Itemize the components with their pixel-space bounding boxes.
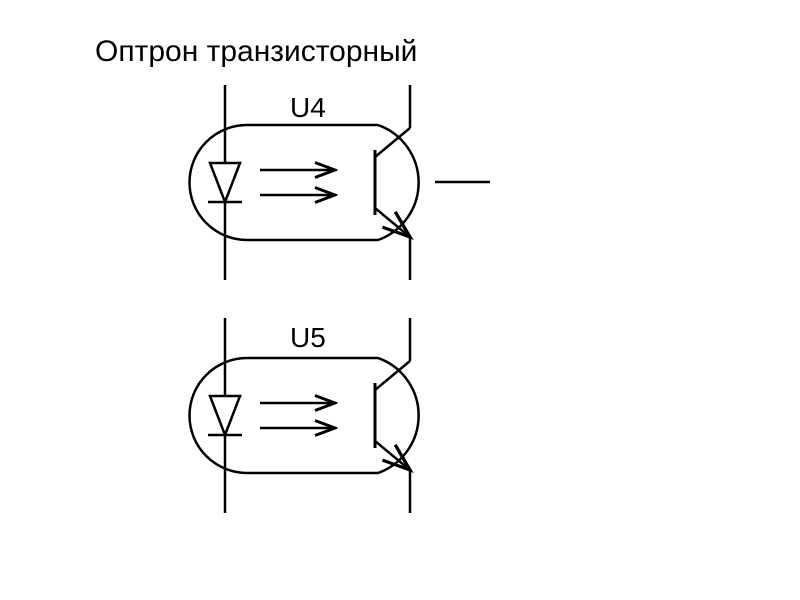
schematic-diagram	[0, 0, 800, 600]
component-label-u5: U5	[290, 322, 326, 354]
diagram-title: Оптрон транзисторный	[95, 35, 417, 69]
component-label-u4: U4	[290, 92, 326, 124]
